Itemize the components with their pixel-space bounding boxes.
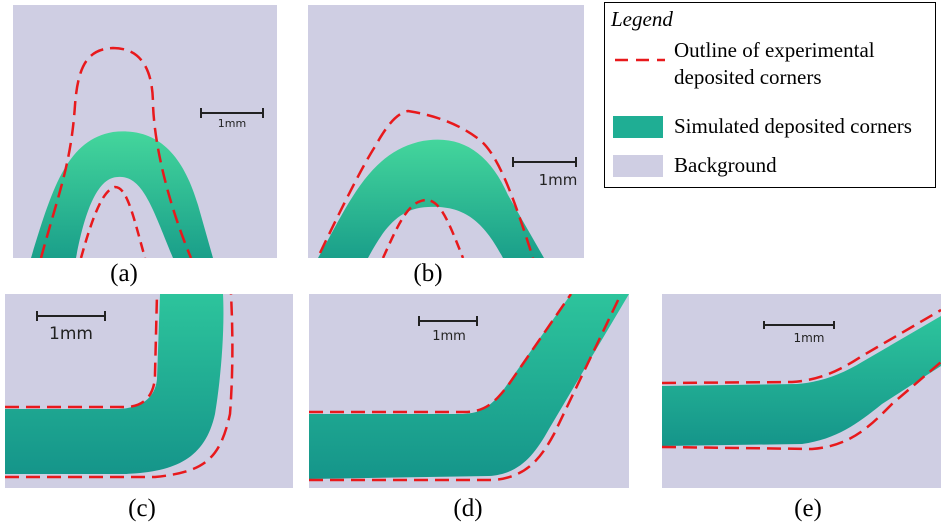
experimental-outline-outer [662,361,941,451]
experimental-outline [309,294,573,414]
legend-item-background: Background [674,153,777,177]
caption-a: (a) [110,260,138,287]
experimental-outline-inner [79,185,147,258]
scale-label: 1mm [539,171,578,189]
simulated-corner [309,294,629,479]
panel-b-image: 1mm [318,109,578,258]
caption-d: (d) [453,495,483,522]
experimental-outline-inner [381,198,465,258]
experimental-outline-outer [309,294,623,482]
scale-label: 1mm [793,331,824,345]
experimental-outline-outer [5,294,234,479]
caption-c: (c) [128,495,156,522]
legend-item-simulated: Simulated deposited corners [674,114,912,138]
scale-bar: 1mm [512,157,578,189]
legend-item-outline-line2: deposited corners [674,65,822,89]
panel-c-image: 1mm [5,294,234,479]
dashed-line-icon [615,58,665,62]
simulated-corner [31,131,213,258]
experimental-outline [318,109,535,258]
legend-title: Legend [611,7,673,31]
panel-d-image: 1mm [309,294,629,482]
panel-b: 1mm [308,5,584,258]
caption-b: (b) [413,260,443,287]
scale-bar: 1mm [763,321,835,345]
panel-a: 1mm [13,5,277,258]
scale-bar: 1mm [418,316,478,344]
experimental-outline [5,294,159,409]
experimental-outline [662,308,941,385]
caption-e: (e) [794,495,822,522]
scale-label: 1mm [432,329,466,344]
simulated-corner [662,316,941,446]
scale-bar: 1mm [36,311,106,344]
panel-e-image: 1mm [662,308,941,451]
scale-label: 1mm [49,324,93,344]
panel-a-image: 1mm [31,46,264,258]
panel-c: 1mm [5,294,293,488]
simulated-corner [5,294,224,474]
scale-label: 1mm [218,117,246,130]
legend: Legend Outline of experimental deposited… [604,2,936,188]
simulated-swatch [613,116,663,138]
panel-e: 1mm [662,294,941,488]
simulated-corner [318,139,544,258]
panel-d: 1mm [309,294,629,488]
experimental-outline [39,46,193,258]
scale-bar: 1mm [200,108,264,130]
legend-item-outline-line1: Outline of experimental [674,38,875,62]
background-swatch [613,155,663,177]
